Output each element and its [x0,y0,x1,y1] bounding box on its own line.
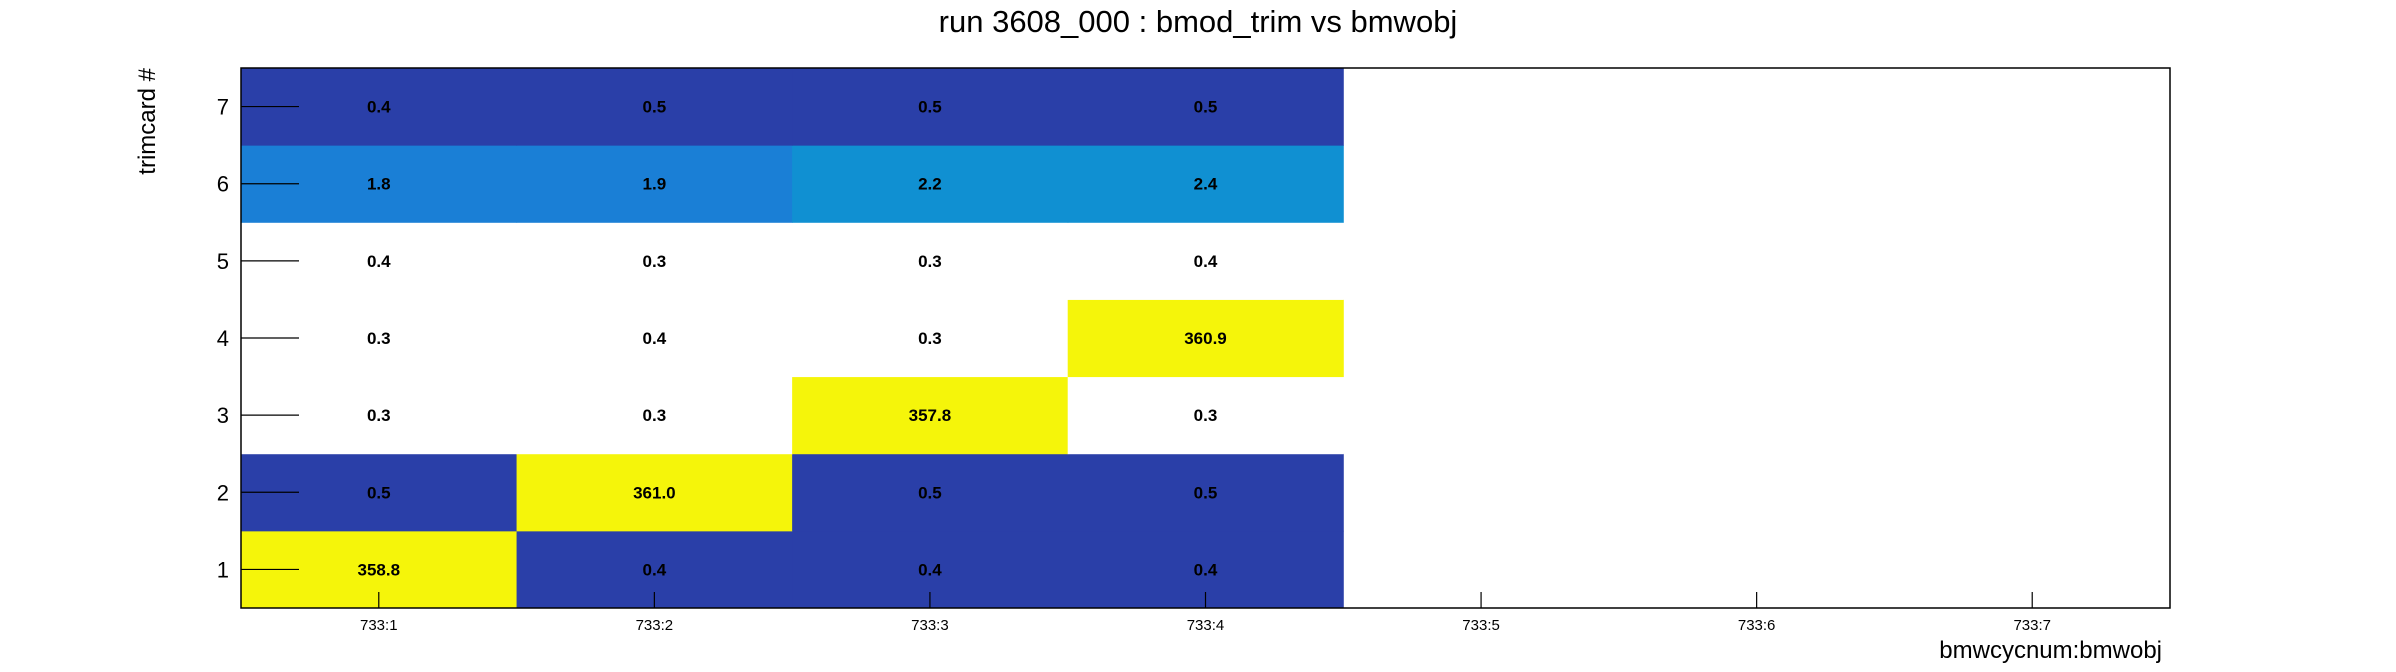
x-axis: 733:1 733:2 733:3 733:4 733:5 733:6 733:7 [360,592,2051,634]
y-tick-label: 6 [217,172,229,197]
cell-value-label: 1.8 [367,175,391,194]
cell-value-label: 0.3 [643,406,667,425]
cell-value-label: 0.4 [643,560,667,579]
x-tick-label: 733:1 [360,617,398,634]
cell-value-label: 0.3 [367,406,391,425]
heatmap-cell [792,68,1069,146]
heatmap-cell [516,376,793,455]
heatmap-cell [516,222,793,300]
cell-value-label: 0.3 [367,329,391,348]
y-tick-label: 1 [217,557,229,582]
cell-value-label: 0.3 [643,252,667,271]
x-tick-label: 733:4 [1187,617,1225,634]
x-tick-label: 733:5 [1462,617,1500,634]
cell-value-label: 0.4 [1194,560,1218,579]
cell-value-label: 0.5 [918,98,942,117]
x-tick-label: 733:2 [636,617,674,634]
cell-value-label: 0.3 [1194,406,1218,425]
y-tick-label: 7 [217,95,229,120]
cell-value-label: 0.4 [643,329,667,348]
y-tick-label: 4 [217,326,229,351]
y-axis-title: trimcard # [134,67,161,174]
x-tick-label: 733:6 [1738,617,1776,634]
chart-title: run 3608_000 : bmod_trim vs bmwobj [939,4,1458,39]
heatmap-cell [1067,145,1344,223]
heatmap-cell [792,145,1069,223]
cell-value-label: 358.8 [358,560,401,579]
cell-value-label: 360.9 [1184,329,1227,348]
cell-value-label: 0.4 [1194,252,1218,271]
cell-value-label: 0.3 [918,329,942,348]
cell-value-label: 0.5 [1194,98,1218,117]
cell-value-label: 1.9 [643,175,667,194]
heatmap-cell [792,376,1069,455]
cell-value-label: 361.0 [633,483,676,502]
cell-value-label: 357.8 [909,406,952,425]
cell-value-label: 2.2 [918,175,942,194]
heatmap-cell [1067,376,1344,455]
heatmap-cell [1067,299,1344,378]
heatmap-cell [516,145,793,223]
heatmap-cell [1067,222,1344,300]
heatmap-cell [792,453,1069,532]
y-axis: 1 2 3 4 5 6 7 [217,95,299,582]
heatmap-cell [792,222,1069,300]
heatmap-cell [516,453,793,532]
heatmap-cell [516,299,793,378]
y-tick-label: 3 [217,403,229,428]
cell-value-label: 0.4 [367,98,391,117]
x-tick-label: 733:3 [911,617,949,634]
cell-value-label: 0.4 [918,560,942,579]
cell-value-label: 0.5 [643,98,667,117]
x-tick-label: 733:7 [2013,617,2051,634]
cell-value-label: 0.5 [1194,483,1218,502]
heatmap-cell [1067,68,1344,146]
cell-value-label: 0.5 [367,483,391,502]
heatmap-cells [241,68,1344,609]
y-tick-label: 2 [217,480,229,505]
heatmap-cell [792,299,1069,378]
heatmap-cell [1067,453,1344,532]
y-tick-label: 5 [217,249,229,274]
cell-value-label: 0.3 [918,252,942,271]
cell-value-label: 0.5 [918,483,942,502]
x-axis-title: bmwcycnum:bmwobj [1939,637,2162,664]
cell-value-labels: 358.8 0.4 0.4 0.4 0.5 361.0 0.5 0.5 0.3 0.3 357.8 0… [358,98,1227,580]
heatmap-cell [516,68,793,146]
cell-value-label: 2.4 [1194,175,1218,194]
cell-value-label: 0.4 [367,252,391,271]
